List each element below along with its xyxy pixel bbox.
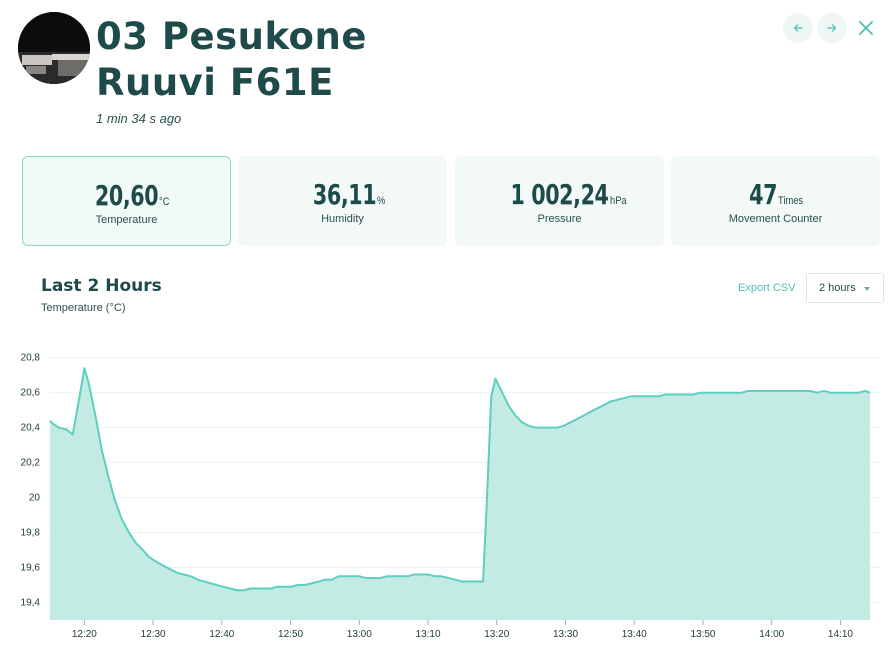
- pressure-value: 1 002,24: [511, 180, 609, 210]
- chart-title: Last 2 Hours: [41, 276, 162, 296]
- card-value: 36,11 %: [238, 178, 447, 210]
- sensor-name-line2: Ruuvi F61E: [96, 60, 367, 106]
- pressure-unit: hPa: [610, 195, 627, 207]
- x-tick-label: 12:20: [72, 629, 97, 640]
- card-value: 20,60 °C: [23, 179, 230, 211]
- chevron-down-icon: [864, 287, 870, 291]
- x-tick-label: 13:30: [553, 629, 578, 640]
- temperature-unit: °C: [159, 196, 169, 208]
- temperature-label: Temperature: [23, 214, 230, 226]
- y-tick-label: 19,8: [21, 528, 41, 539]
- x-tick-label: 13:20: [484, 629, 509, 640]
- movement-unit: Times: [778, 195, 803, 207]
- x-tick-label: 12:30: [141, 629, 166, 640]
- x-tick-label: 14:10: [828, 629, 853, 640]
- x-tick-label: 14:00: [759, 629, 784, 640]
- time-range-select[interactable]: 2 hours: [806, 273, 884, 303]
- prev-sensor-button[interactable]: [783, 13, 813, 43]
- x-tick-label: 12:50: [278, 629, 303, 640]
- card-temperature[interactable]: 20,60 °C Temperature: [22, 156, 231, 246]
- time-range-value: 2 hours: [819, 282, 856, 294]
- y-tick-label: 20,4: [21, 423, 41, 434]
- card-movement-counter[interactable]: 47 Times Movement Counter: [671, 156, 880, 246]
- card-pressure[interactable]: 1 002,24 hPa Pressure: [455, 156, 664, 246]
- chart-subtitle: Temperature (°C): [41, 302, 125, 314]
- sensor-name-line1: 03 Pesukone: [96, 14, 367, 60]
- card-value: 47 Times: [671, 178, 880, 210]
- humidity-value: 36,11: [312, 180, 375, 210]
- y-tick-label: 20,6: [21, 388, 41, 399]
- temperature-chart: 20,8 20,6 20,4 20,2 20 19,8 19,6 19,4 12:20 12:3…: [0, 330, 892, 652]
- sensor-avatar: [18, 12, 90, 84]
- y-tick-label: 20,8: [21, 353, 41, 364]
- pressure-label: Pressure: [455, 213, 664, 225]
- close-icon: [858, 20, 874, 36]
- y-tick-label: 19,6: [21, 563, 41, 574]
- export-csv-link[interactable]: Export CSV: [738, 282, 795, 294]
- last-updated: 1 min 34 s ago: [96, 111, 181, 126]
- x-tick-label: 12:40: [209, 629, 234, 640]
- movement-value: 47: [749, 180, 777, 210]
- next-sensor-button[interactable]: [817, 13, 847, 43]
- y-tick-label: 20: [29, 493, 41, 504]
- movement-label: Movement Counter: [671, 213, 880, 225]
- close-button[interactable]: [851, 13, 881, 43]
- sensor-title: 03 Pesukone Ruuvi F61E: [96, 14, 367, 106]
- card-humidity[interactable]: 36,11 % Humidity: [238, 156, 447, 246]
- x-tick-label: 13:50: [690, 629, 715, 640]
- card-value: 1 002,24 hPa: [455, 178, 664, 210]
- humidity-unit: %: [377, 195, 385, 207]
- y-tick-label: 20,2: [21, 458, 41, 469]
- measurement-cards: 20,60 °C Temperature 36,11 % Humidity 1 …: [22, 156, 882, 246]
- temperature-value: 20,60: [95, 181, 158, 211]
- x-tick-label: 13:00: [347, 629, 372, 640]
- x-tick-label: 13:40: [622, 629, 647, 640]
- x-tick-label: 13:10: [416, 629, 441, 640]
- arrow-left-icon: [792, 22, 804, 34]
- humidity-label: Humidity: [238, 213, 447, 225]
- y-tick-label: 19,4: [21, 598, 41, 609]
- arrow-right-icon: [826, 22, 838, 34]
- chart-area-fill: [50, 368, 870, 620]
